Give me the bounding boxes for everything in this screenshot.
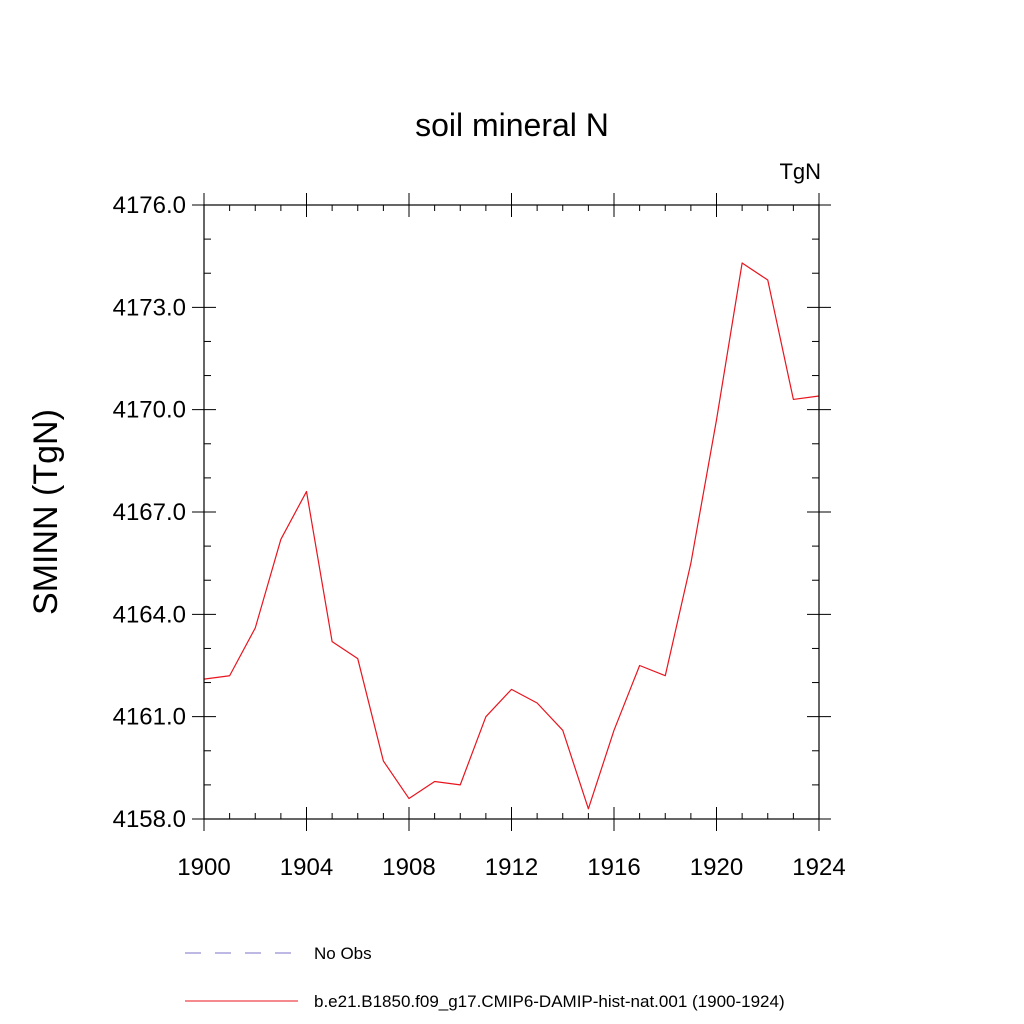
- x-tick-label: 1900: [177, 854, 230, 881]
- legend-label-no-obs: No Obs: [314, 944, 372, 963]
- y-tick-label: 4170.0: [113, 397, 186, 424]
- legend-label-model: b.e21.B1850.f09_g17.CMIP6-DAMIP-hist-nat…: [314, 992, 785, 1011]
- y-tick-labels: 4158.0 4161.0 4164.0 4167.0 4170.0 4173.0 4176…: [113, 192, 186, 833]
- y-tick-label: 4173.0: [113, 294, 186, 321]
- series-line-1: [203, 262, 820, 810]
- x-tick-label: 1912: [485, 854, 538, 881]
- y-tick-label: 4167.0: [113, 499, 186, 526]
- y-tick-label: 4164.0: [113, 601, 186, 628]
- x-tick-label: 1920: [690, 854, 743, 881]
- y-tick-label: 4176.0: [113, 192, 186, 219]
- plot-frame: [203, 204, 820, 820]
- chart-title: soil mineral N: [415, 107, 609, 143]
- y-tick-label: 4158.0: [113, 806, 186, 833]
- x-tick-label: 1908: [382, 854, 435, 881]
- x-tick-label: 1904: [280, 854, 333, 881]
- x-tick-label: 1924: [792, 854, 845, 881]
- units-label: TgN: [779, 159, 821, 184]
- x-tick-label: 1916: [587, 854, 640, 881]
- legend: No Obs b.e21.B1850.f09_g17.CMIP6-DAMIP-h…: [185, 944, 785, 1011]
- y-axis-label: SMINN (TgN): [27, 409, 65, 615]
- y-tick-label: 4161.0: [113, 704, 186, 731]
- x-tick-labels: 1900 1904 1908 1912 1916 1920 1924: [177, 854, 845, 881]
- series-lines: [203, 262, 820, 810]
